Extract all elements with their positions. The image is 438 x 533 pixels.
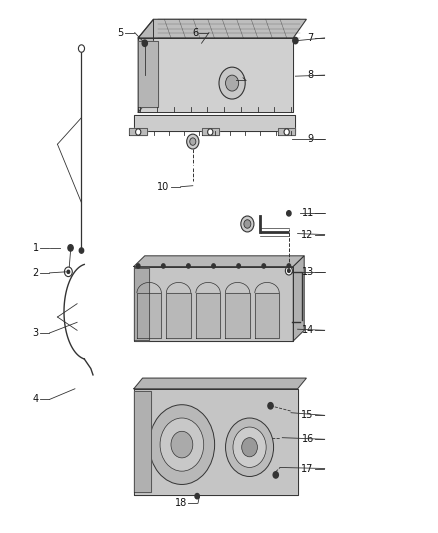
Circle shape (79, 248, 84, 253)
Text: 18: 18 (175, 498, 187, 508)
Polygon shape (278, 128, 295, 135)
Circle shape (187, 264, 190, 268)
Circle shape (212, 264, 215, 268)
Circle shape (288, 269, 290, 272)
Circle shape (67, 270, 70, 273)
Text: 15: 15 (301, 410, 314, 421)
Circle shape (226, 418, 274, 477)
Circle shape (233, 427, 266, 467)
Text: 14: 14 (301, 325, 314, 335)
Circle shape (137, 264, 140, 268)
Text: 11: 11 (301, 208, 314, 219)
Circle shape (162, 264, 165, 268)
Circle shape (208, 129, 213, 135)
Circle shape (241, 216, 254, 232)
Circle shape (160, 418, 204, 471)
Circle shape (142, 40, 148, 46)
Polygon shape (255, 293, 279, 338)
Circle shape (287, 264, 290, 268)
Circle shape (219, 67, 245, 99)
Polygon shape (134, 256, 304, 266)
Text: 1: 1 (32, 243, 39, 253)
Polygon shape (201, 128, 219, 135)
Circle shape (190, 138, 196, 146)
Text: 13: 13 (301, 267, 314, 277)
Circle shape (195, 494, 199, 499)
Polygon shape (134, 389, 297, 495)
Polygon shape (134, 115, 295, 131)
Polygon shape (138, 19, 306, 38)
Circle shape (268, 402, 273, 409)
Text: 7: 7 (307, 33, 314, 43)
Circle shape (237, 264, 240, 268)
Circle shape (284, 129, 289, 135)
Circle shape (78, 45, 85, 52)
Polygon shape (134, 378, 306, 389)
Polygon shape (225, 293, 250, 338)
Text: 12: 12 (301, 230, 314, 240)
Circle shape (136, 129, 141, 135)
Polygon shape (138, 41, 158, 107)
Polygon shape (130, 128, 147, 135)
Polygon shape (134, 266, 293, 341)
Text: 5: 5 (117, 28, 124, 38)
Circle shape (286, 266, 292, 275)
Circle shape (171, 431, 193, 458)
Text: 17: 17 (301, 464, 314, 473)
Text: 10: 10 (157, 182, 170, 192)
Polygon shape (196, 293, 220, 338)
Circle shape (273, 472, 279, 478)
Text: 3: 3 (32, 328, 39, 338)
Circle shape (68, 245, 73, 251)
Text: 19: 19 (223, 76, 235, 85)
Polygon shape (293, 256, 304, 341)
Text: 16: 16 (301, 434, 314, 445)
Circle shape (149, 405, 215, 484)
Polygon shape (134, 268, 149, 340)
Circle shape (187, 134, 199, 149)
Polygon shape (137, 293, 161, 338)
Polygon shape (134, 391, 151, 492)
Circle shape (262, 264, 265, 268)
Polygon shape (138, 38, 293, 112)
Text: 8: 8 (307, 70, 314, 80)
Circle shape (226, 75, 239, 91)
Circle shape (64, 267, 72, 277)
Text: 6: 6 (192, 28, 198, 38)
Polygon shape (138, 19, 153, 112)
Polygon shape (166, 293, 191, 338)
Circle shape (287, 211, 291, 216)
Text: 2: 2 (32, 268, 39, 278)
Text: 9: 9 (307, 134, 314, 144)
Text: 4: 4 (32, 394, 39, 405)
Circle shape (293, 37, 298, 44)
Circle shape (242, 438, 258, 457)
Circle shape (244, 220, 251, 228)
